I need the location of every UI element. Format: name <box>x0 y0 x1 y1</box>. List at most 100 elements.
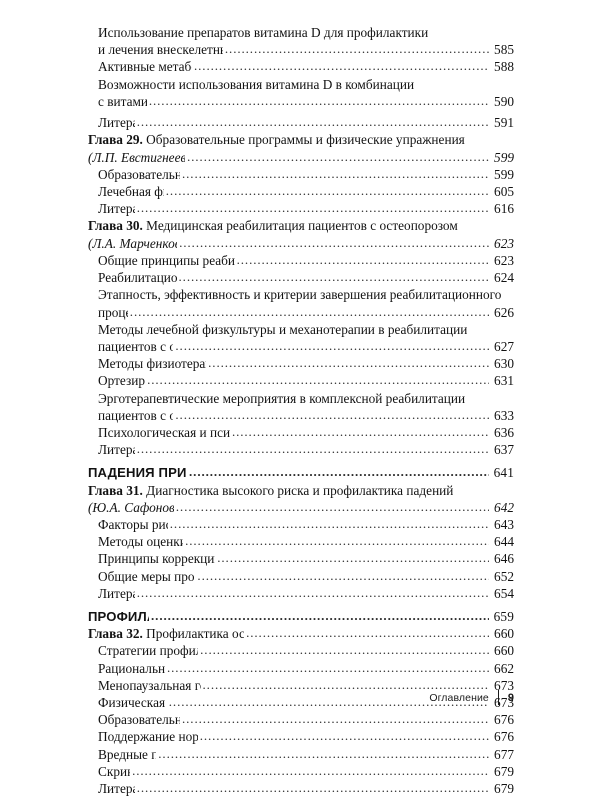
page-number: 652 <box>494 568 514 584</box>
footer-section-label: Оглавление <box>429 691 489 704</box>
page-number: 679 <box>494 780 514 796</box>
dot-leader <box>217 549 489 566</box>
dot-leader <box>232 423 489 440</box>
page-number: 623 <box>494 235 514 251</box>
toc-entry: Литература 616 <box>88 200 514 217</box>
toc-entry-title: Вредные привычки <box>98 746 157 762</box>
dot-leader <box>132 762 489 779</box>
toc-entry-title: Стратегии профилактики остеопороза <box>98 643 199 659</box>
dot-leader <box>187 148 489 165</box>
toc-entry-title: Литература <box>98 442 135 458</box>
toc-entry: Реабилитационный диагноз 624 <box>88 269 514 286</box>
toc-part-heading: ПРОФИЛАКТИКА 659 <box>88 608 514 625</box>
chapter-number-label: Глава 31. <box>88 482 143 498</box>
toc-entry: Ортезирование 631 <box>88 372 514 389</box>
page-number: 624 <box>494 270 514 286</box>
page-number: 605 <box>494 184 514 200</box>
dot-leader <box>175 406 489 423</box>
chapter-number-label: Глава 30. <box>88 218 143 234</box>
page-number: 630 <box>494 356 514 372</box>
toc-entry: Методы оценки риска падений 644 <box>88 533 514 550</box>
dot-leader <box>137 584 489 601</box>
toc-entry: Лечебная физкультура 605 <box>88 183 514 200</box>
toc-entry-wrapped: Этапность, эффективность и критерии заве… <box>88 286 514 303</box>
toc-entry-title: Менопаузальная гормональная терапия <box>98 677 201 693</box>
page-number: 660 <box>494 643 514 659</box>
toc-entry-title: Активные метаболиты витамина D <box>98 59 192 75</box>
part-title: ПАДЕНИЯ ПРИ ОСТЕОПОРОЗЕ <box>88 465 187 481</box>
toc-chapter-heading: Глава 31. Диагностика высокого риска и п… <box>88 482 514 499</box>
page-number: 599 <box>494 149 514 165</box>
chapter-authors: (Л.А. Марченкова, Т.В. Буйлова) <box>88 235 177 251</box>
dot-leader <box>158 745 489 762</box>
toc-entry: Общие принципы реабилитации пациентов с … <box>88 252 514 269</box>
dot-leader <box>189 463 489 480</box>
dot-leader <box>225 40 489 57</box>
dot-leader <box>151 607 489 624</box>
toc-entry-wrapped: Эрготерапевтические мероприятия в компле… <box>88 390 514 407</box>
chapter-title: Диагностика высокого риска и профилактик… <box>146 482 454 498</box>
toc-entry: Литература 637 <box>88 441 514 458</box>
toc-entry-wrapped: Методы лечебной физкультуры и механотера… <box>88 321 514 338</box>
toc-entry-title: Методы физиотерапии и рефлексотерапии <box>98 356 206 372</box>
toc-entry-continuation: пациентов с остеопорозом 627 <box>88 338 514 355</box>
toc-entry-title: Этапность, эффективность и критерии заве… <box>98 287 502 303</box>
toc-entry-title: Использование препаратов витамина D для … <box>98 25 429 40</box>
toc-entry: Рациональное питание 662 <box>88 660 514 677</box>
dot-leader <box>176 498 489 515</box>
chapter-heading-text: Глава 30. Медицинская реабилитация пацие… <box>88 217 458 234</box>
toc-entry-title: пациентов с остеопорозом <box>98 338 174 354</box>
footer-page-number: 9 <box>507 691 514 704</box>
page-number: 676 <box>494 729 514 745</box>
toc-entry-title: Литература <box>98 201 135 217</box>
toc-entry-title: Психологическая и психотерапевтическая р… <box>98 424 230 440</box>
dot-leader <box>200 727 489 744</box>
page-number: 626 <box>494 304 514 320</box>
page-number: 679 <box>494 763 514 779</box>
chapter-heading-text: Глава 29. Образовательные программы и фи… <box>88 131 465 148</box>
dot-leader <box>166 182 489 199</box>
toc-entry: Физическая активность 673 <box>88 694 514 711</box>
page-number: 636 <box>494 424 514 440</box>
part-title: ПРОФИЛАКТИКА <box>88 608 149 624</box>
dot-leader <box>167 659 489 676</box>
page-number: 660 <box>494 626 514 642</box>
dot-leader <box>137 113 489 130</box>
toc-entry-title: Реабилитационный диагноз <box>98 270 177 286</box>
dot-leader <box>179 268 489 285</box>
toc-entry-title: Скрининг <box>98 763 130 779</box>
toc-entry-wrapped: Использование препаратов витамина D для … <box>88 24 514 41</box>
page-number: 673 <box>494 677 514 693</box>
page-number: 623 <box>494 252 514 268</box>
chapter-authors: (Л.П. Евстигнеева, Е.В. Негодаева) <box>88 149 185 165</box>
dot-leader <box>208 354 489 371</box>
toc-entry: Принципы коррекции, лечения и реабилитац… <box>88 550 514 567</box>
page-number: 646 <box>494 551 514 567</box>
page-number: 644 <box>494 534 514 550</box>
toc-entry-wrapped: Возможности использования витамина D в к… <box>88 76 514 93</box>
toc-chapter-authors: (Л.П. Евстигнеева, Е.В. Негодаева) 599 <box>88 149 514 166</box>
page-number: 585 <box>494 42 514 58</box>
toc-entry-title: Поддержание нормальной массы тела <box>98 729 198 745</box>
toc-entry: Образовательные программы 676 <box>88 711 514 728</box>
toc-entry-continuation: с витамином K2 590 <box>88 93 514 114</box>
page-number: 637 <box>494 442 514 458</box>
toc-entry-title: Литература <box>98 585 135 601</box>
toc-entry-title: Лечебная физкультура <box>98 184 164 200</box>
toc-entry: Литература 654 <box>88 585 514 602</box>
dot-leader <box>130 303 489 320</box>
toc-chapter-heading: Глава 29. Образовательные программы и фи… <box>88 131 514 148</box>
page-number: 642 <box>494 499 514 515</box>
dot-leader <box>182 710 489 727</box>
footer-divider <box>497 690 499 705</box>
toc-chapter-authors: (Л.А. Марченкова, Т.В. Буйлова) 623 <box>88 235 514 252</box>
chapter-title: Медицинская реабилитация пациентов с ост… <box>146 218 458 234</box>
dot-leader <box>182 165 489 182</box>
page-number: 641 <box>493 465 514 481</box>
toc-entry-continuation: и лечения внескелетных заболеваний и ост… <box>88 41 514 58</box>
page-number: 588 <box>494 59 514 75</box>
page-number: 627 <box>494 338 514 354</box>
toc-entry: Факторы риска падений 643 <box>88 516 514 533</box>
page-number: 643 <box>494 516 514 532</box>
toc-entry-title: Физическая активность <box>98 694 167 710</box>
